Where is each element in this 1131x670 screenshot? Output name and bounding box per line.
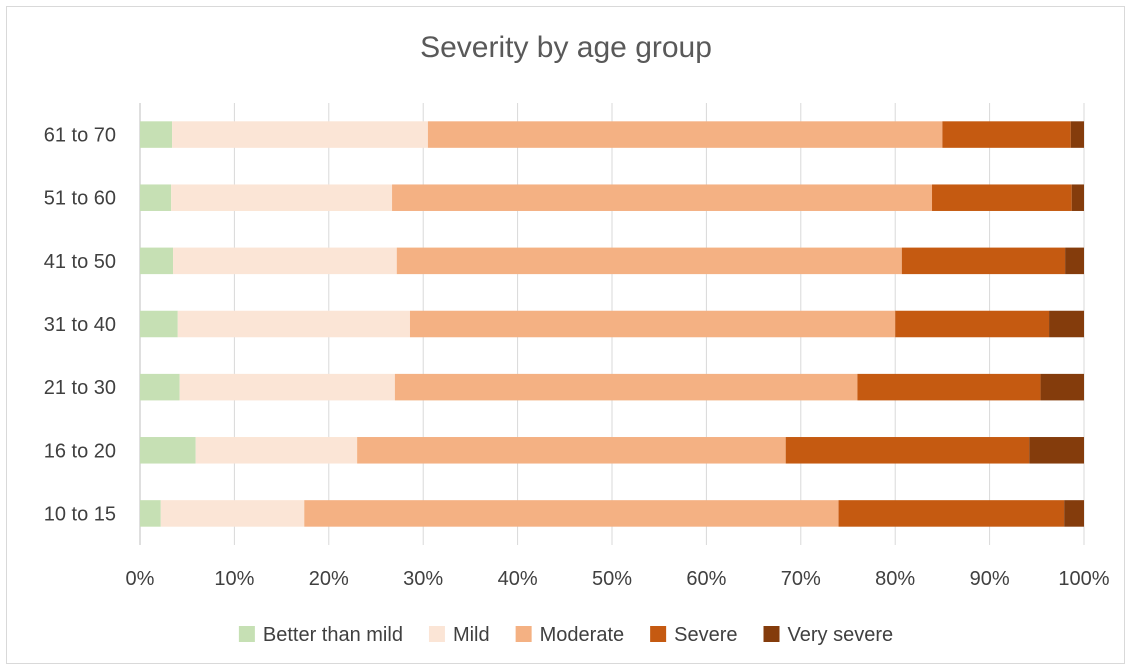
bar-segment <box>140 310 178 338</box>
bar-segment <box>160 500 305 527</box>
x-tick-label: 80% <box>875 568 915 590</box>
bar-segment <box>932 184 1072 211</box>
legend-item: Better than mild <box>238 624 403 646</box>
category-label: 16 to 20 <box>44 440 116 462</box>
bar-segment <box>357 437 786 464</box>
bar-segment <box>140 247 174 275</box>
legend-swatch <box>238 626 255 642</box>
category-axis-labels: 10 to 15 16 to 20 21 to 30 31 to 40 41 to 50… <box>44 125 116 526</box>
bar-segment <box>140 184 172 211</box>
bar-segment <box>140 437 196 464</box>
bar-segment <box>1064 500 1084 527</box>
bar-segment <box>140 121 173 148</box>
bar-segment <box>171 184 393 211</box>
bar-segment <box>785 437 1030 464</box>
legend-item: Very severe <box>763 624 894 646</box>
bar-segment <box>901 247 1066 275</box>
bar-segment <box>173 247 397 275</box>
category-label: 61 to 70 <box>44 125 116 147</box>
bar-segment <box>1070 121 1084 148</box>
bar-segment <box>1065 247 1084 275</box>
bar-segment <box>409 310 896 338</box>
legend-swatch <box>763 626 780 642</box>
x-tick-label: 90% <box>970 568 1010 590</box>
x-tick-label: 60% <box>686 568 726 590</box>
legend-item: Moderate <box>515 624 625 646</box>
x-tick-label: 70% <box>781 568 821 590</box>
bar-segment <box>942 121 1071 148</box>
bar-segment <box>140 500 161 527</box>
bar-segment <box>392 184 933 211</box>
bar-segment <box>1049 310 1084 338</box>
legend-label: Moderate <box>540 624 625 646</box>
bar-segment <box>1040 373 1084 401</box>
category-label: 10 to 15 <box>44 503 116 525</box>
legend-label: Mild <box>453 624 490 646</box>
bar-segment <box>304 500 839 527</box>
bar-segment <box>172 121 428 148</box>
x-tick-label: 40% <box>498 568 538 590</box>
x-tick-label: 10% <box>214 568 254 590</box>
legend-label: Better than mild <box>263 624 403 646</box>
bar-segment <box>1029 437 1084 464</box>
bar-segment <box>857 373 1041 401</box>
category-label: 31 to 40 <box>44 314 116 336</box>
x-tick-label: 20% <box>309 568 349 590</box>
legend-item: Mild <box>428 624 490 646</box>
bar-segment <box>1071 184 1084 211</box>
value-axis-labels: 0% 10% 20% 30% 40% 50% 60% 70% 80% 90% 100% <box>126 568 1110 590</box>
legend-label: Severe <box>674 624 737 646</box>
legend-item: Severe <box>650 624 738 646</box>
bar-segment <box>838 500 1065 527</box>
legend-swatch <box>650 626 667 642</box>
legend-label: Very severe <box>788 624 894 646</box>
category-label: 41 to 50 <box>44 251 116 273</box>
bar-segment <box>396 247 902 275</box>
bar-segment <box>140 373 180 401</box>
chart-title: Severity by age group <box>420 31 712 64</box>
x-tick-label: 0% <box>126 568 155 590</box>
bars <box>140 121 1084 527</box>
category-label: 21 to 30 <box>44 377 116 399</box>
bar-segment <box>895 310 1050 338</box>
x-tick-label: 100% <box>1058 568 1109 590</box>
x-tick-label: 30% <box>403 568 443 590</box>
legend: Better than mild Mild Moderate Severe Very s… <box>238 624 894 646</box>
bar-segment <box>195 437 358 464</box>
category-label: 51 to 60 <box>44 188 116 210</box>
bar-segment <box>177 310 410 338</box>
legend-swatch <box>428 626 445 642</box>
legend-swatch <box>515 626 532 642</box>
bar-segment <box>394 373 858 401</box>
bar-segment <box>427 121 943 148</box>
x-tick-label: 50% <box>592 568 632 590</box>
bar-segment <box>179 373 395 401</box>
